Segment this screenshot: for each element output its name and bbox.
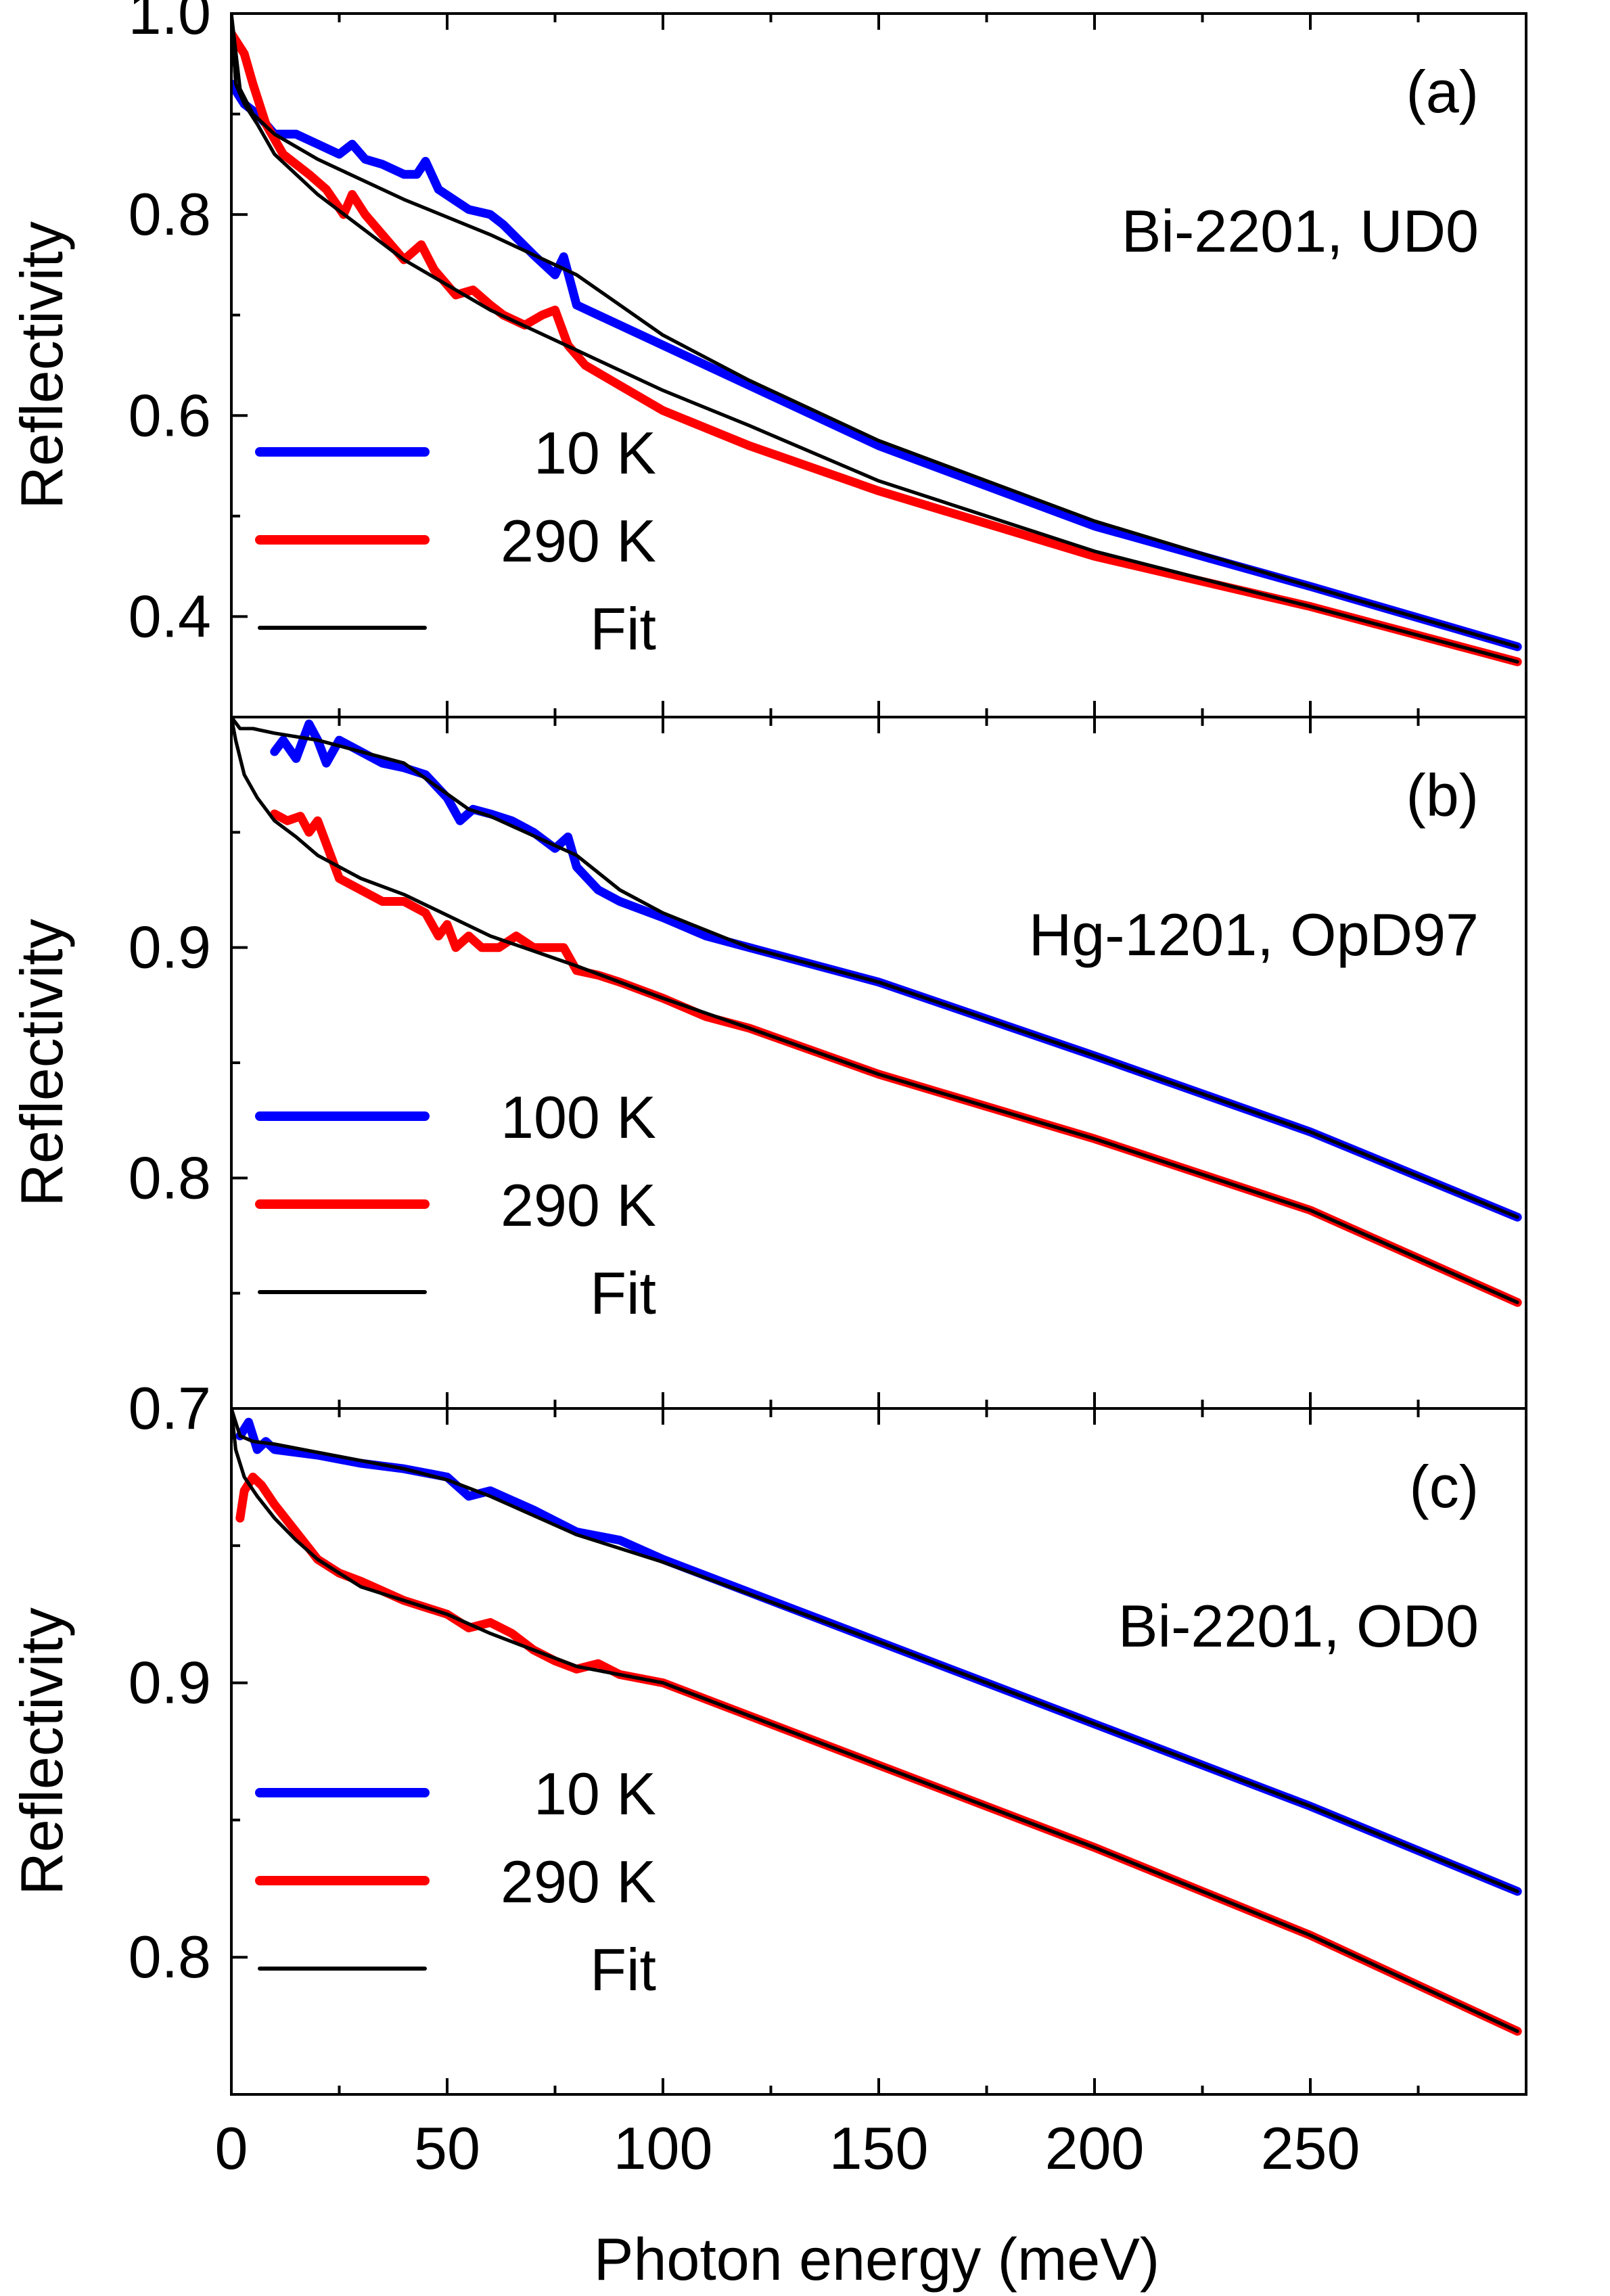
panel-b-legend-label-0: 100 K — [501, 1084, 656, 1151]
panel-a-series-fit-290-k-line — [231, 14, 1519, 664]
panel-c-frame — [230, 1407, 1527, 2096]
panel-b-sample-name: Hg-1201, OpD97 — [1029, 901, 1479, 968]
panel-b-legend-label-2: Fit — [590, 1260, 656, 1327]
panel-c-series-fit-290-k-overlay — [231, 1408, 1519, 2033]
panel-b-y-tick-label-0-9: 0.9 — [129, 914, 211, 981]
panel-a-y-tick-label-0-4: 0.4 — [129, 582, 211, 649]
panel-b-series-fit-100-k-overlay — [231, 717, 1519, 1219]
panel-c-legend-label-1: 290 K — [501, 1848, 656, 1915]
panel-c: 0.8 0.9 Reflectivity (c) Bi-2201, OD0 10 K 290… — [8, 1407, 1527, 2096]
panel-b-legend-label-1: 290 K — [501, 1172, 656, 1239]
panel-c-label: (c) — [1409, 1453, 1479, 1520]
panel-a-series-290-k-line — [231, 29, 1522, 666]
panel-c-legend-label-2: Fit — [590, 1936, 656, 2003]
panel-b-y-axis-label: Reflectivity — [8, 919, 75, 1206]
panel-a-series-fit-10-k-overlay — [231, 14, 1518, 649]
x-tick-label-0: 0 — [215, 2115, 248, 2182]
panel-c-sample-name: Bi-2201, OD0 — [1118, 1592, 1479, 1659]
panel-a-legend-label-2: Fit — [590, 595, 656, 662]
panel-a-y-tick-label-0-6: 0.6 — [129, 382, 211, 449]
panel-a-series-group — [231, 14, 1522, 666]
panel-b: 0.7 0.8 0.9 Reflectivity (b) Hg-1201, OpD97 10… — [8, 716, 1527, 1442]
x-tick-label-250: 250 — [1261, 2115, 1360, 2182]
panel-b-y-tick-label-0-8: 0.8 — [129, 1144, 211, 1211]
panel-a-y-tick-label-0-8: 0.8 — [129, 181, 211, 248]
panel-a-legend-label-1: 290 K — [501, 507, 656, 574]
panel-c-legend-label-0: 10 K — [534, 1760, 656, 1827]
panel-a-series-fit-290-k-overlay — [231, 14, 1518, 664]
panel-b-label: (b) — [1406, 762, 1479, 829]
panel-a: 0.4 0.6 0.8 1.0 Reflectivity (a) Bi-2201, UD0 1… — [8, 0, 1527, 718]
panel-a-legend-label-0: 10 K — [534, 419, 656, 486]
x-axis-label: Photon energy (meV) — [594, 2226, 1159, 2293]
panel-a-y-tick-label-1: 1.0 — [129, 0, 211, 47]
panel-a-sample-name: Bi-2201, UD0 — [1122, 198, 1479, 265]
panel-c-y-tick-label-0-8: 0.8 — [129, 1923, 211, 1990]
x-tick-label-100: 100 — [614, 2115, 713, 2182]
panel-a-y-axis-label: Reflectivity — [8, 221, 75, 509]
x-tick-label-200: 200 — [1045, 2115, 1145, 2182]
panel-c-y-tick-label-0-9: 0.9 — [129, 1649, 211, 1716]
panel-c-series-fit-10-k-overlay — [231, 1408, 1519, 1893]
panel-b-frame — [230, 716, 1527, 1410]
panel-a-series-fit-10-k-line — [231, 14, 1519, 649]
panel-a-label: (a) — [1406, 58, 1479, 125]
panel-c-series-group — [231, 1408, 1522, 2036]
panel-c-series-290-k-line — [235, 1472, 1522, 2036]
panel-b-y-tick-label-0-7: 0.7 — [129, 1375, 211, 1442]
panel-b-series-fit-290-k-overlay — [231, 717, 1519, 1304]
panel-a-series-10-k-line — [231, 79, 1522, 651]
panel-b-series-290-k-line — [270, 809, 1522, 1307]
x-tick-label-150: 150 — [829, 2115, 929, 2182]
panel-b-series-100-k-line — [270, 719, 1522, 1222]
x-tick-label-50: 50 — [414, 2115, 480, 2182]
panels: 0.4 0.6 0.8 1.0 Reflectivity (a) Bi-2201, UD0 1… — [8, 0, 1527, 2182]
panel-b-series-group — [231, 717, 1522, 1307]
panel-c-y-axis-label: Reflectivity — [8, 1607, 75, 1895]
